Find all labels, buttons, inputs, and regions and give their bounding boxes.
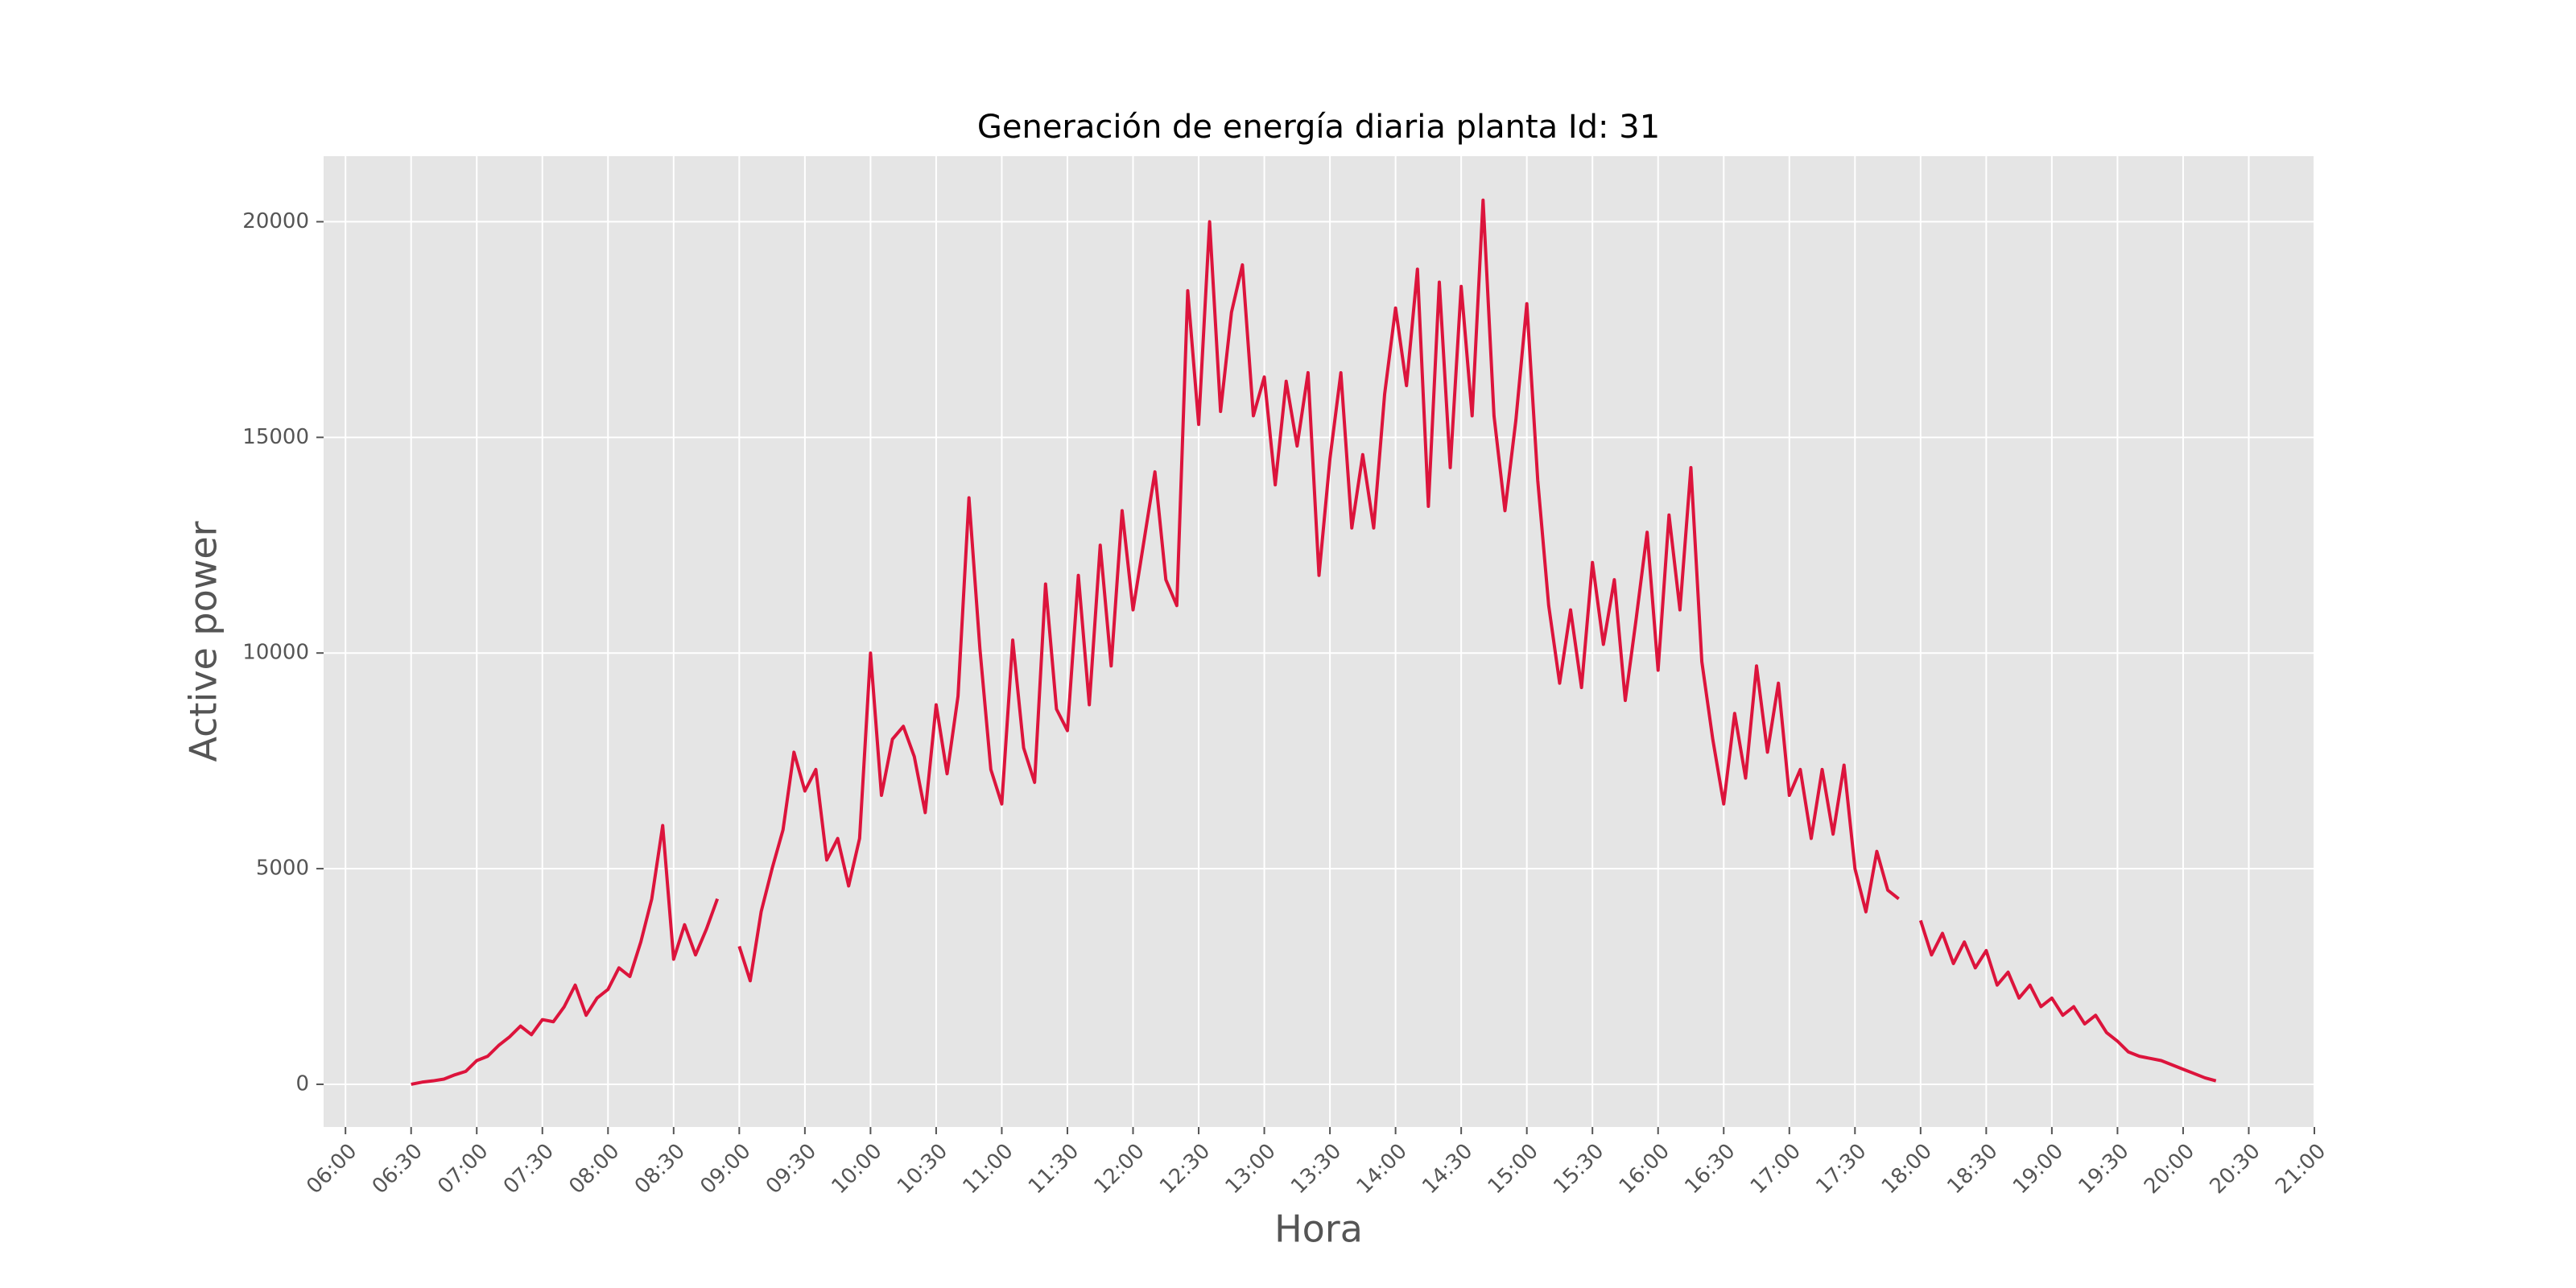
- x-tick-label: 20:30: [2206, 1139, 2265, 1199]
- y-tick-label: 20000: [242, 209, 309, 233]
- x-tick-label: 17:00: [1746, 1139, 1806, 1199]
- x-tick-label: 08:30: [630, 1139, 690, 1199]
- x-tick-label: 11:30: [1024, 1139, 1084, 1199]
- x-tick-label: 12:30: [1155, 1139, 1215, 1199]
- x-tick-label: 07:00: [433, 1139, 493, 1199]
- x-tick-label: 13:30: [1286, 1139, 1346, 1199]
- data-line: [411, 198, 2217, 1086]
- x-tick-label: 21:00: [2271, 1139, 2330, 1199]
- x-tick-label: 08:00: [564, 1139, 624, 1199]
- x-tick-label: 19:30: [2074, 1139, 2133, 1199]
- x-tick-label: 06:30: [368, 1139, 427, 1199]
- x-tick-label: 15:30: [1549, 1139, 1608, 1199]
- x-tick-label: 18:30: [1942, 1139, 2002, 1199]
- x-tick-label: 16:00: [1615, 1139, 1674, 1199]
- x-axis-label: Hora: [1274, 1208, 1363, 1251]
- x-tick-label: 10:00: [827, 1139, 886, 1199]
- plot-background: [324, 156, 2314, 1127]
- x-tick-label: 14:00: [1352, 1139, 1412, 1199]
- x-tick-label: 11:00: [959, 1139, 1018, 1199]
- x-tick-label: 10:30: [893, 1139, 952, 1199]
- x-tick-label: 15:00: [1484, 1139, 1543, 1199]
- x-tick-label: 16:30: [1680, 1139, 1740, 1199]
- chart-title: Generación de energía diaria planta Id: …: [977, 109, 1660, 146]
- y-tick-label: 10000: [242, 641, 309, 665]
- x-tick-label: 18:00: [1877, 1139, 1937, 1199]
- x-tick-label: 13:00: [1221, 1139, 1281, 1199]
- y-axis-label: Active power: [182, 521, 225, 762]
- x-tick-label: 14:30: [1418, 1139, 1477, 1199]
- x-tick-label: 07:30: [499, 1139, 559, 1199]
- y-tick-label: 5000: [256, 857, 309, 881]
- x-tick-label: 19:00: [2008, 1139, 2068, 1199]
- x-tick-label: 09:00: [696, 1139, 755, 1199]
- y-tick-label: 15000: [242, 425, 309, 449]
- x-tick-label: 12:00: [1090, 1139, 1150, 1199]
- x-tick-label: 17:30: [1811, 1139, 1871, 1199]
- y-tick-label: 0: [295, 1071, 309, 1096]
- x-tick-label: 20:00: [2140, 1139, 2199, 1199]
- x-tick-label: 09:30: [762, 1139, 821, 1199]
- x-tick-label: 06:00: [302, 1139, 361, 1199]
